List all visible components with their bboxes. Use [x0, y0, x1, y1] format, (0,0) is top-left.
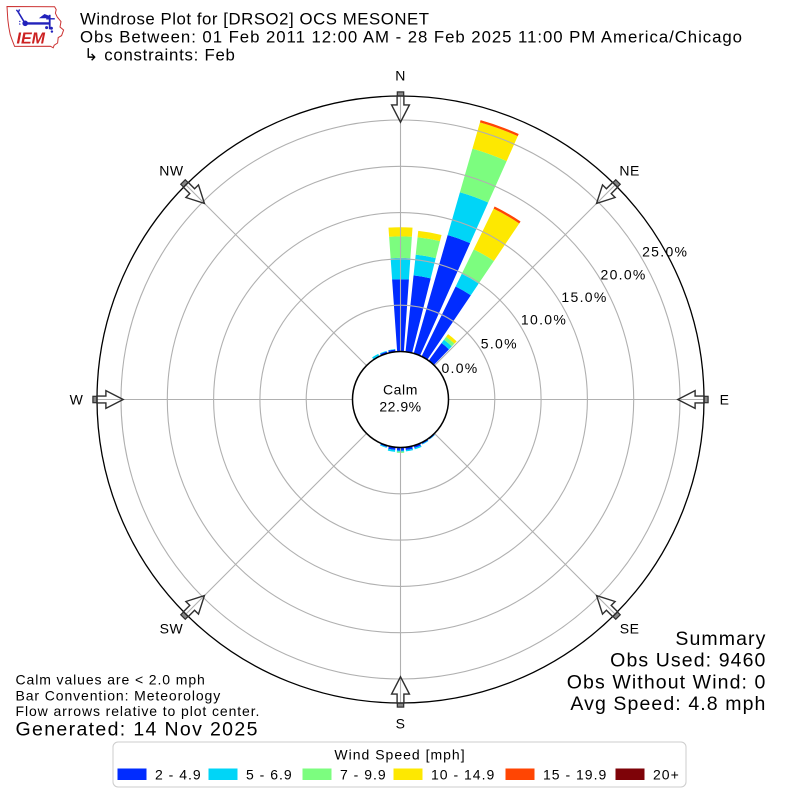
svg-text:5 - 6.9: 5 - 6.9 [246, 766, 293, 782]
svg-text:15.0%: 15.0% [561, 289, 607, 305]
svg-text:Calm values are < 2.0 mph: Calm values are < 2.0 mph [16, 672, 206, 688]
svg-text:25.0%: 25.0% [642, 244, 688, 260]
svg-text:Avg Speed: 4.8 mph: Avg Speed: 4.8 mph [570, 693, 766, 715]
svg-text:Bar Convention: Meteorology: Bar Convention: Meteorology [16, 687, 222, 703]
svg-text:SE: SE [620, 621, 640, 637]
svg-text:22.9%: 22.9% [379, 398, 421, 414]
svg-text:0.0%: 0.0% [441, 360, 478, 376]
svg-text:NW: NW [159, 162, 184, 178]
svg-text:IEM: IEM [17, 31, 46, 48]
svg-text:↳ constraints: Feb: ↳ constraints: Feb [84, 46, 236, 65]
svg-text:20.0%: 20.0% [600, 266, 646, 282]
svg-text:N: N [395, 68, 406, 84]
svg-text:Wind Speed [mph]: Wind Speed [mph] [334, 747, 465, 763]
svg-text:E: E [720, 392, 730, 408]
svg-text:S: S [396, 716, 406, 732]
svg-text:Generated: 14 Nov 2025: Generated: 14 Nov 2025 [16, 719, 259, 741]
svg-text:SW: SW [160, 621, 184, 637]
svg-text:W: W [70, 392, 84, 408]
svg-text:NE: NE [619, 162, 639, 178]
svg-text:20+: 20+ [653, 766, 680, 782]
svg-text:5.0%: 5.0% [481, 336, 518, 352]
svg-text:Calm: Calm [383, 382, 418, 398]
svg-text:10.0%: 10.0% [521, 311, 567, 327]
svg-text:10 - 14.9: 10 - 14.9 [431, 766, 495, 782]
svg-text:Summary: Summary [675, 628, 766, 650]
svg-text:Obs Between: 01 Feb 2011 12:00: Obs Between: 01 Feb 2011 12:00 AM - 28 F… [80, 28, 743, 47]
svg-text:Flow arrows relative to plot c: Flow arrows relative to plot center. [16, 703, 261, 719]
svg-text:7 - 9.9: 7 - 9.9 [340, 766, 387, 782]
svg-text:Windrose Plot for [DRSO2] OCS: Windrose Plot for [DRSO2] OCS MESONET [80, 10, 430, 29]
svg-text:Obs Used: 9460: Obs Used: 9460 [610, 650, 766, 672]
svg-text:Obs Without Wind: 0: Obs Without Wind: 0 [567, 671, 767, 693]
svg-text:2 - 4.9: 2 - 4.9 [155, 766, 202, 782]
svg-text:15 - 19.9: 15 - 19.9 [543, 766, 607, 782]
